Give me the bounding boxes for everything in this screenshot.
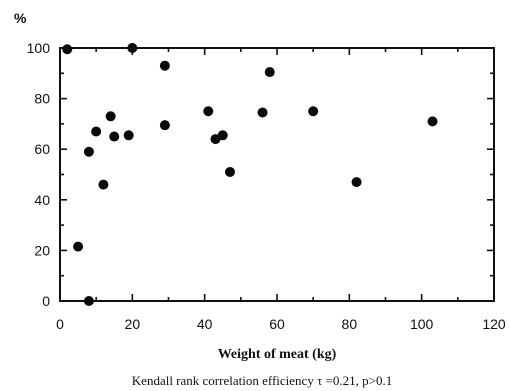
data-point — [159, 60, 170, 71]
data-point — [83, 146, 94, 157]
data-point — [109, 131, 120, 142]
caption: Kendall rank correlation efficiency τ =0… — [132, 373, 392, 388]
x-tick-label: 0 — [56, 316, 64, 332]
data-point — [351, 177, 362, 188]
data-point — [98, 179, 109, 190]
data-point — [73, 241, 84, 252]
data-point — [203, 106, 214, 117]
x-tick-label: 40 — [197, 316, 213, 332]
data-point — [224, 166, 235, 177]
data-point — [308, 106, 319, 117]
data-point — [123, 130, 134, 141]
y-tick-label: 20 — [34, 242, 50, 258]
y-tick-label: 80 — [34, 91, 50, 107]
x-tick-label: 20 — [125, 316, 141, 332]
x-ticks: 0 20 40 60 80 100 120 — [56, 48, 506, 332]
x-tick-label: 60 — [269, 316, 285, 332]
y-tick-label: 40 — [34, 192, 50, 208]
data-point — [62, 44, 73, 55]
x-axis-title: Weight of meat (kg) — [218, 347, 337, 362]
data-point — [105, 111, 116, 122]
data-point — [91, 126, 102, 137]
plot-frame — [59, 47, 495, 302]
y-axis-label: % — [14, 10, 27, 26]
data-point — [257, 107, 268, 118]
x-tick-label: 120 — [482, 316, 506, 332]
data-point — [264, 67, 275, 78]
data-point — [127, 43, 138, 53]
y-ticks: 0 20 40 60 80 100 — [27, 40, 494, 309]
data-point — [427, 116, 438, 127]
y-tick-label: 60 — [34, 141, 50, 157]
y-tick-label: 100 — [27, 40, 51, 56]
data-points — [62, 43, 438, 306]
data-point — [83, 296, 94, 306]
x-tick-label: 100 — [410, 316, 434, 332]
data-point — [159, 120, 170, 131]
y-tick-label: 0 — [42, 293, 50, 309]
x-tick-label: 80 — [342, 316, 358, 332]
data-point — [217, 130, 228, 141]
